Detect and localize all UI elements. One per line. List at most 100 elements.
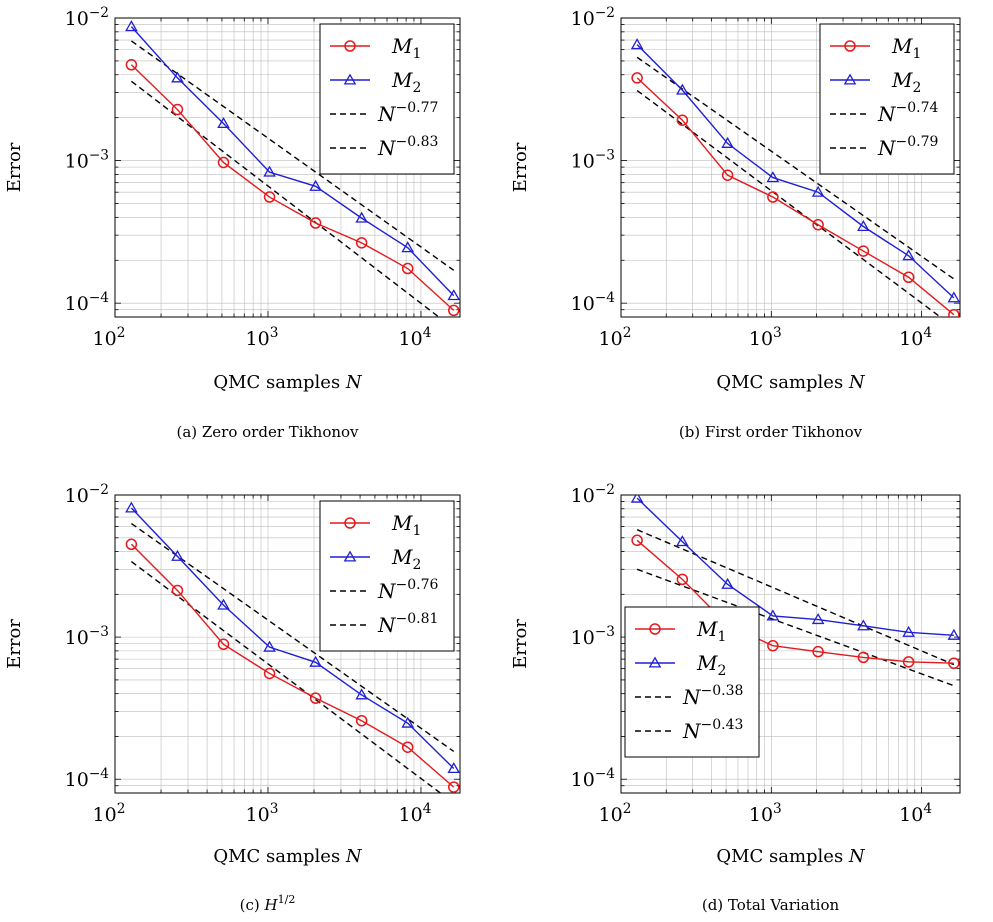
data-point-M1 xyxy=(767,191,779,203)
y-axis-label: Error xyxy=(4,142,25,192)
caption: (a) Zero order Tikhonov xyxy=(176,423,359,441)
legend-label: N−0.74 xyxy=(877,100,938,126)
data-point-M2 xyxy=(902,249,915,261)
legend-label: M1 xyxy=(696,617,726,645)
legend-label: N−0.38 xyxy=(682,683,743,709)
legend-label: M2 xyxy=(391,545,421,573)
data-point-M2 xyxy=(309,179,322,191)
data-point-M2 xyxy=(355,211,368,223)
data-point-M1 xyxy=(948,308,960,317)
axes-frame xyxy=(114,494,461,794)
legend-label: M2 xyxy=(696,651,726,679)
legend-label: M2 xyxy=(891,68,921,96)
legend-marker xyxy=(649,623,661,635)
x-tick-label: 102 xyxy=(93,325,126,350)
x-tick-label: 104 xyxy=(399,801,432,826)
caption: (d) Total Variation xyxy=(702,896,840,914)
data-point-M1 xyxy=(631,534,643,547)
x-tick-label: 104 xyxy=(899,801,932,826)
y-tick-label: 10−2 xyxy=(65,5,109,30)
x-axis-label: QMC samples N xyxy=(716,372,866,393)
y-tick-label: 10−4 xyxy=(65,290,110,315)
data-point-M1 xyxy=(631,72,643,84)
series-line-M2 xyxy=(130,26,455,297)
data-point-M1 xyxy=(902,656,915,668)
legend: M1 M2 N−0.38 N−0.43 xyxy=(624,606,760,758)
legend-marker xyxy=(843,73,857,85)
legend-box xyxy=(319,500,455,652)
data-point-M1 xyxy=(217,156,230,169)
legend-label: N−0.83 xyxy=(377,134,438,160)
data-point-M1 xyxy=(125,59,138,71)
x-tick-label: 103 xyxy=(246,801,279,826)
axes-frame xyxy=(620,17,961,318)
x-tick-label: 103 xyxy=(749,801,782,826)
series-line-M1 xyxy=(130,64,455,311)
legend-label: N−0.77 xyxy=(377,100,438,126)
data-point-M1 xyxy=(857,651,870,664)
legend-box xyxy=(624,606,760,758)
data-point-M2 xyxy=(309,655,322,667)
y-tick-label: 10−4 xyxy=(65,766,110,791)
chart-panel-a: 102 103 104 10−4 10−3 10−2 QMC samples N Error (… xyxy=(4,5,461,441)
series-line-M2 xyxy=(636,44,955,299)
legend-label: M2 xyxy=(391,68,421,96)
data-point-M2 xyxy=(401,716,415,728)
legend: M1 M2 N−0.74 N−0.79 xyxy=(819,23,955,175)
data-point-M2 xyxy=(947,628,960,640)
data-point-M2 xyxy=(355,688,368,700)
data-point-M1 xyxy=(721,169,734,181)
reference-line-0 xyxy=(636,56,955,280)
plot-area xyxy=(125,20,460,317)
legend-marker xyxy=(844,40,856,52)
data-point-M2 xyxy=(857,219,870,232)
x-tick-label: 104 xyxy=(399,325,432,350)
plot-area xyxy=(125,501,460,793)
data-point-M2 xyxy=(125,501,138,513)
series-line-M1 xyxy=(636,77,955,316)
data-point-M1 xyxy=(812,645,824,658)
plot-area xyxy=(630,495,960,687)
reference-line-1 xyxy=(636,568,955,687)
plot-area xyxy=(630,38,960,317)
legend-label: M1 xyxy=(391,34,421,62)
x-tick-label: 104 xyxy=(899,325,932,350)
legend-box xyxy=(819,23,955,175)
legend-marker xyxy=(343,550,357,562)
legend: M1 M2 N−0.76 N−0.81 xyxy=(319,500,455,652)
legend-marker xyxy=(648,656,662,668)
chart-panel-c: 102 103 104 10−4 10−3 10−2 QMC samples N Error (… xyxy=(4,482,461,914)
legend-marker xyxy=(344,517,356,529)
data-point-M2 xyxy=(217,598,230,610)
data-point-M1 xyxy=(812,218,824,231)
data-point-M1 xyxy=(263,667,276,680)
data-point-M2 xyxy=(721,136,734,148)
data-point-M2 xyxy=(630,38,644,50)
data-point-M2 xyxy=(263,640,276,652)
y-tick-label: 10−4 xyxy=(571,766,616,791)
series-line-M1 xyxy=(636,539,954,664)
data-point-M1 xyxy=(448,781,460,793)
data-point-M1 xyxy=(401,741,414,753)
x-tick-label: 102 xyxy=(599,325,632,350)
y-tick-label: 10−2 xyxy=(571,482,615,507)
axes-frame xyxy=(114,17,461,318)
x-tick-label: 103 xyxy=(749,325,782,350)
data-point-M2 xyxy=(857,619,870,631)
x-axis-label: QMC samples N xyxy=(716,846,866,867)
data-point-M1 xyxy=(309,692,322,704)
legend-label: M1 xyxy=(391,511,421,539)
legend-label: N−0.43 xyxy=(682,717,743,743)
data-point-M2 xyxy=(217,116,230,129)
data-point-M1 xyxy=(676,573,689,586)
data-point-M2 xyxy=(630,495,644,503)
x-axis-label: QMC samples N xyxy=(213,846,363,867)
legend-marker xyxy=(343,73,357,85)
data-point-M2 xyxy=(447,761,460,774)
reference-line-0 xyxy=(130,522,455,752)
data-point-M2 xyxy=(811,613,825,625)
y-tick-label: 10−3 xyxy=(571,624,615,649)
data-point-M1 xyxy=(125,538,138,551)
y-axis-label: Error xyxy=(510,142,531,192)
x-tick-label: 103 xyxy=(246,325,279,350)
